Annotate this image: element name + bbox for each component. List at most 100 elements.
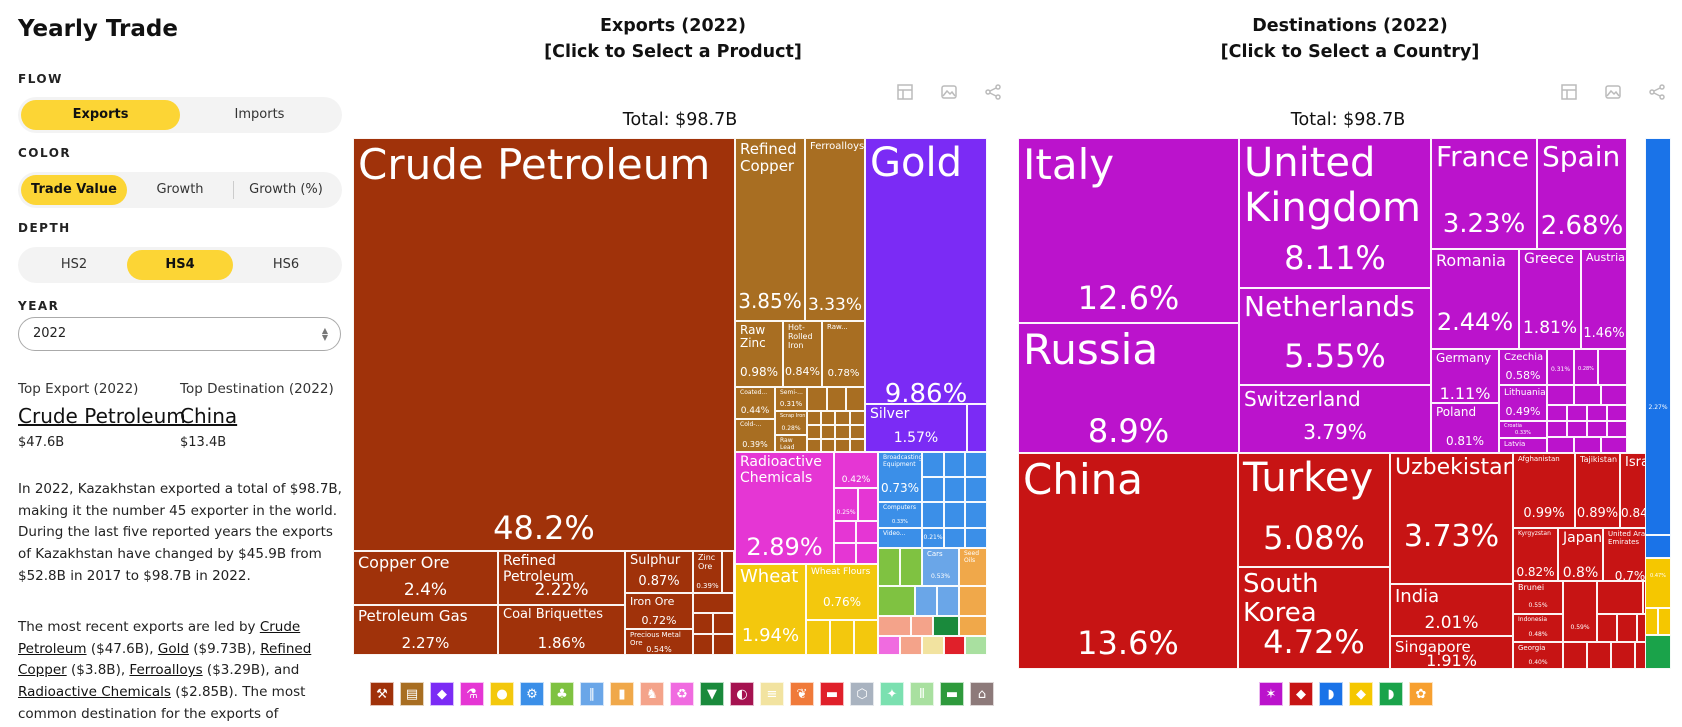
tile-cars[interactable]: Cars 0.53% xyxy=(922,548,959,586)
tile-brunei[interactable]: Brunei 0.55% xyxy=(1513,581,1563,614)
tile-share-0-47[interactable]: 0.47% xyxy=(1645,558,1671,608)
tile-minor[interactable] xyxy=(1547,405,1567,421)
image-icon[interactable] xyxy=(940,83,958,101)
tile-share-0-21[interactable]: 0.21% xyxy=(922,528,944,548)
mineral-products-icon[interactable]: ⚒ xyxy=(370,682,394,706)
tile-minor[interactable] xyxy=(821,425,835,439)
share-icon[interactable] xyxy=(1648,83,1666,101)
tile-coated[interactable]: Coated... 0.44% xyxy=(735,387,775,419)
tile-latvia[interactable]: Latvia xyxy=(1499,438,1547,453)
image-icon[interactable] xyxy=(1604,83,1622,101)
destinations-title-line2[interactable]: [Click to Select a Country] xyxy=(1220,42,1480,62)
tile-wheat-flours[interactable]: Wheat Flours 0.76% xyxy=(806,564,878,620)
share-icon[interactable] xyxy=(984,83,1002,101)
europe-icon[interactable]: ✶ xyxy=(1259,682,1283,706)
tile-wheat[interactable]: Wheat 1.94% xyxy=(735,564,806,655)
tile-minor[interactable] xyxy=(835,439,850,452)
flow-option-exports[interactable]: Exports xyxy=(21,100,180,130)
footwear-headwear-icon[interactable]: ⫴ xyxy=(910,682,934,706)
tile-precious-metal-ore[interactable]: Precious Metal Ore 0.54% xyxy=(625,629,693,655)
tile-minor[interactable] xyxy=(834,521,856,543)
tile-minor[interactable] xyxy=(856,543,878,564)
tile-minor[interactable] xyxy=(1645,608,1658,635)
tile-minor[interactable] xyxy=(713,613,734,634)
tile-minor[interactable] xyxy=(959,586,987,616)
tile-refined-copper[interactable]: Refined Copper 3.85% xyxy=(735,138,805,321)
tile-minor[interactable] xyxy=(878,616,911,636)
stone-and-glass-icon[interactable]: ⬡ xyxy=(850,682,874,706)
tile-china[interactable]: China 13.6% xyxy=(1018,453,1238,669)
tile-minor[interactable] xyxy=(807,439,821,452)
tile-minor[interactable] xyxy=(1567,421,1587,437)
link-ferroalloys[interactable]: Ferroalloys xyxy=(129,662,203,679)
tile-minor[interactable] xyxy=(900,548,922,586)
tile-minor[interactable] xyxy=(1547,437,1574,453)
tile-united-kingdom[interactable]: United Kingdom 8.11% xyxy=(1239,138,1431,288)
tile-seed-oils[interactable]: Seed Oils xyxy=(959,548,987,586)
tile-south-korea[interactable]: South Korea 4.72% xyxy=(1238,567,1390,669)
tile-minor[interactable] xyxy=(878,548,900,586)
tile-minor[interactable] xyxy=(1587,405,1607,421)
tile-share-0-42[interactable]: 0.42% xyxy=(834,452,878,488)
table-icon[interactable] xyxy=(1560,83,1578,101)
tile-raw[interactable]: Raw... 0.78% xyxy=(822,321,865,387)
tile-poland[interactable]: Poland 0.81% xyxy=(1431,403,1499,453)
instruments-icon[interactable]: ◐ xyxy=(730,682,754,706)
tile-minor[interactable] xyxy=(933,616,959,636)
tile-refined-petroleum[interactable]: Refined Petroleum 2.22% xyxy=(498,551,625,605)
tile-turkey[interactable]: Turkey 5.08% xyxy=(1238,453,1390,567)
flow-option-imports[interactable]: Imports xyxy=(234,107,285,122)
tile-iron-ore[interactable]: Iron Ore 0.72% xyxy=(625,593,693,629)
tile-minor[interactable] xyxy=(1547,385,1574,405)
africa-icon[interactable]: ◆ xyxy=(1349,682,1373,706)
tile-minor[interactable] xyxy=(878,586,915,616)
color-option-trade-value[interactable]: Trade Value xyxy=(21,175,127,205)
tile-share-0-59[interactable]: 0.59% xyxy=(1563,581,1597,642)
tile-minor[interactable] xyxy=(834,543,856,564)
tile-minor[interactable] xyxy=(846,387,865,411)
tile-minor[interactable] xyxy=(713,634,734,655)
year-select[interactable]: 2022 ▲ ▼ xyxy=(18,317,341,351)
tile-silver[interactable]: Silver 1.57% xyxy=(865,404,967,452)
tile-minor[interactable] xyxy=(1601,385,1627,405)
transportation-icon[interactable]: ∥ xyxy=(580,682,604,706)
vegetable-products-icon[interactable]: ♣ xyxy=(550,682,574,706)
link-refined-copper[interactable]: Refined Copper xyxy=(18,640,312,679)
tile-radioactive-chemicals[interactable]: Radioactive Chemicals 2.89% xyxy=(735,452,834,564)
tile-minor[interactable] xyxy=(827,387,846,411)
tile-france[interactable]: France 3.23% xyxy=(1431,138,1537,249)
tile-georgia[interactable]: Georgia 0.40% xyxy=(1513,642,1563,669)
tile-minor[interactable] xyxy=(1601,437,1627,453)
tile-gold[interactable]: Gold 9.86% xyxy=(865,138,987,404)
depth-option-hs6[interactable]: HS6 xyxy=(272,257,300,272)
tile-minor[interactable] xyxy=(922,636,944,655)
tile-minor[interactable] xyxy=(1611,642,1635,669)
tile-share-0-31[interactable]: 0.31% xyxy=(1547,349,1574,385)
tile-minor[interactable] xyxy=(1597,614,1617,642)
tile-share-2-27[interactable]: 2.27% xyxy=(1645,138,1671,535)
tile-minor[interactable] xyxy=(1598,349,1627,385)
tile-minor[interactable] xyxy=(850,425,865,439)
tile-copper-ore[interactable]: Copper Ore 2.4% xyxy=(353,551,498,605)
tile-minor[interactable] xyxy=(693,634,713,655)
tile-greece[interactable]: Greece 1.81% xyxy=(1519,249,1581,349)
tile-minor[interactable] xyxy=(1607,421,1627,437)
tile-raw-zinc[interactable]: Raw Zinc 0.98% xyxy=(735,321,783,387)
link-crude-petroleum[interactable]: Crude Petroleum xyxy=(18,619,301,657)
south-america-icon[interactable]: ◗ xyxy=(1379,682,1403,706)
tile-minor[interactable] xyxy=(693,613,713,634)
asia-icon[interactable]: ◆ xyxy=(1289,682,1313,706)
table-icon[interactable] xyxy=(896,83,914,101)
tile-uzbekistan[interactable]: Uzbekistan 3.73% xyxy=(1390,453,1513,584)
paper-goods-icon[interactable]: ≡ xyxy=(760,682,784,706)
plastics-rubbers-icon[interactable]: ♻ xyxy=(670,682,694,706)
tile-russia[interactable]: Russia 8.9% xyxy=(1018,323,1239,453)
tile-minor[interactable] xyxy=(1587,421,1607,437)
miscellaneous-icon[interactable]: ▬ xyxy=(820,682,844,706)
tile-share-0-28[interactable]: 0.28% xyxy=(1574,349,1598,385)
tile-minor[interactable] xyxy=(1563,642,1587,669)
tile-broadcasting-equipment[interactable]: Broadcasting Equipment 0.73% xyxy=(878,452,922,502)
tile-minor[interactable] xyxy=(965,502,987,528)
tile-minor[interactable] xyxy=(922,452,944,477)
wood-products-icon[interactable]: ❦ xyxy=(790,682,814,706)
